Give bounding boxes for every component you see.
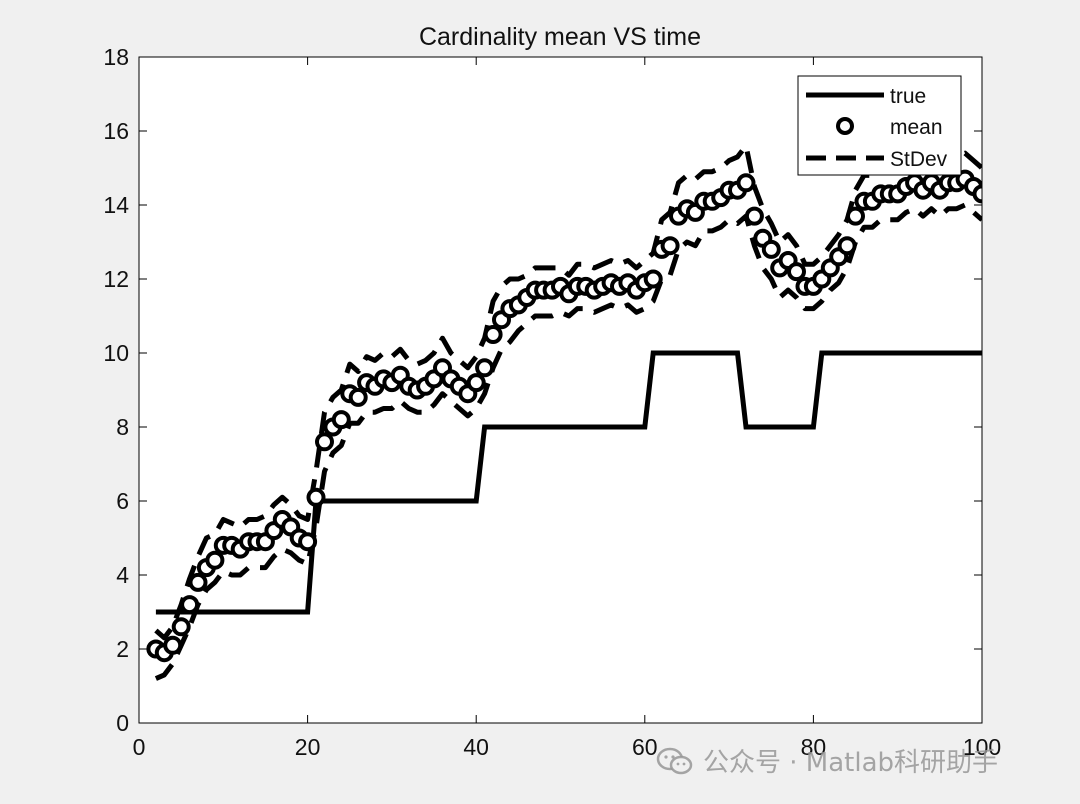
legend-true-label: true bbox=[890, 85, 926, 108]
wechat-icon bbox=[656, 747, 693, 774]
y-tick-label: 10 bbox=[103, 340, 129, 366]
mean-point bbox=[846, 206, 865, 226]
stdev-lower-line bbox=[154, 202, 982, 681]
mean-point bbox=[348, 387, 368, 407]
y-tick-label: 18 bbox=[103, 44, 129, 70]
y-tick-label: 12 bbox=[103, 266, 129, 292]
mean-point bbox=[761, 239, 781, 259]
mean-point bbox=[306, 487, 326, 507]
mean-point bbox=[315, 432, 334, 452]
mean-point bbox=[466, 373, 486, 393]
mean-point bbox=[180, 595, 200, 615]
watermark: 公众号 · Matlab科研助手 bbox=[655, 742, 998, 779]
mean-point bbox=[660, 236, 680, 256]
mean-point bbox=[475, 358, 495, 378]
mean-point bbox=[643, 269, 663, 289]
x-tick-label: 100 bbox=[963, 734, 1001, 760]
x-tick-label: 80 bbox=[801, 734, 827, 760]
mean-point bbox=[163, 635, 183, 655]
y-tick-label: 6 bbox=[116, 488, 129, 514]
mean-point bbox=[188, 572, 208, 592]
legend-mean-swatch bbox=[836, 117, 854, 135]
stdev-upper-line bbox=[154, 143, 982, 641]
y-tick-label: 4 bbox=[116, 562, 129, 588]
mean-point bbox=[972, 184, 982, 204]
x-tick-label: 0 bbox=[133, 734, 146, 760]
y-tick-label: 8 bbox=[116, 414, 129, 440]
mean-point bbox=[331, 410, 351, 430]
mean-point bbox=[483, 325, 503, 344]
y-tick-label: 16 bbox=[103, 118, 129, 144]
y-tick-label: 14 bbox=[103, 192, 129, 218]
x-tick-label: 60 bbox=[632, 734, 658, 760]
mean-point bbox=[837, 236, 857, 256]
mean-point bbox=[787, 262, 806, 282]
legend-mean-label: mean bbox=[890, 116, 943, 139]
series-layer bbox=[146, 143, 982, 681]
axes-frame bbox=[138, 56, 983, 724]
watermark-text: 公众号 · Matlab科研助手 bbox=[703, 748, 999, 778]
true-series-line bbox=[155, 350, 982, 615]
y-tick-label: 2 bbox=[116, 636, 129, 662]
ticks-layer: 0 20 40 60 80 100 0 2 4 6 8 10 12 14 16 18 bbox=[103, 44, 1001, 760]
mean-point bbox=[736, 173, 756, 193]
mean-point bbox=[298, 532, 318, 552]
mean-point bbox=[205, 550, 225, 570]
x-tick-label: 20 bbox=[295, 734, 321, 760]
legend-stdev-label: StDev bbox=[890, 148, 948, 171]
mean-point bbox=[171, 617, 191, 637]
mean-point bbox=[744, 206, 764, 226]
y-tick-label: 0 bbox=[116, 710, 129, 736]
x-tick-label: 40 bbox=[463, 734, 489, 760]
legend: true mean StDev bbox=[797, 75, 962, 176]
chart-title: Cardinality mean VS time bbox=[419, 23, 701, 51]
